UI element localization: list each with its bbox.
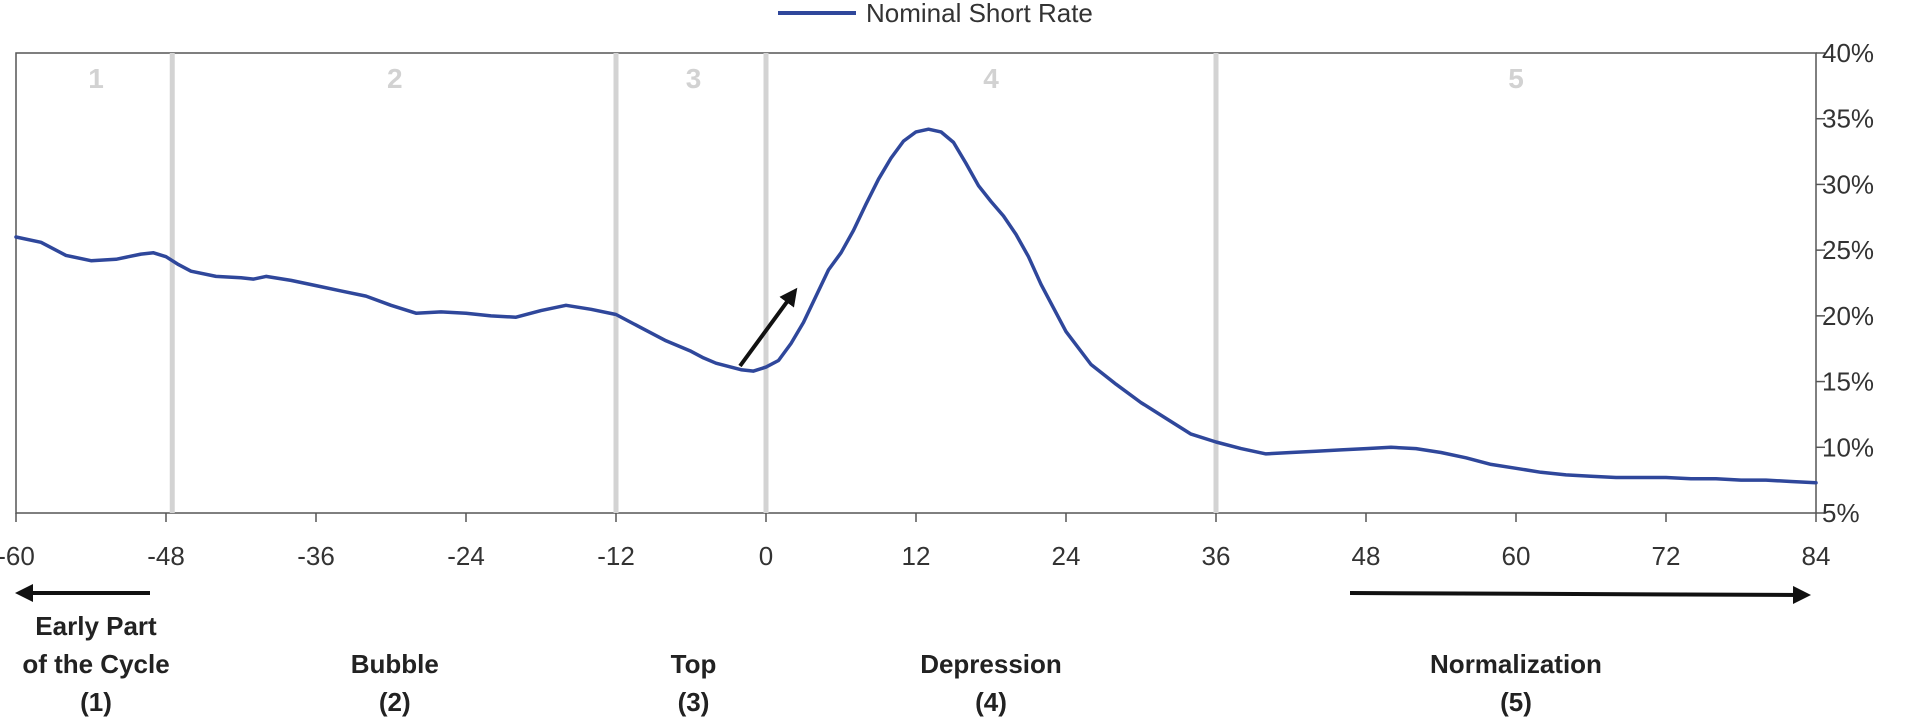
phase-caption-2: (2)	[379, 687, 411, 717]
x-axis: -60 -48 -36 -24 -12 0 12 24 36 48 60 72 84	[0, 513, 1830, 571]
x-tick-label: 0	[759, 541, 773, 571]
x-tick-label: -60	[0, 541, 35, 571]
phase-number-4: 4	[983, 63, 999, 94]
x-tick-label: 36	[1202, 541, 1231, 571]
phase-caption-5: Normalization	[1430, 649, 1602, 679]
y-tick-label: 10%	[1822, 432, 1874, 462]
x-tick-label: 84	[1802, 541, 1831, 571]
x-tick-label: -48	[147, 541, 185, 571]
y-tick-label: 5%	[1822, 498, 1860, 528]
phase-caption-1: (1)	[80, 687, 112, 717]
phase-caption-2: Bubble	[351, 649, 439, 679]
x-tick-label: -24	[447, 541, 485, 571]
right-arrow	[1349, 585, 1811, 604]
y-tick-label: 25%	[1822, 235, 1874, 265]
phase-caption-5: (5)	[1500, 687, 1532, 717]
x-tick-label: 60	[1502, 541, 1531, 571]
phase-dividers	[169, 53, 1219, 513]
phase-numbers: 1 2 3 4 5	[88, 63, 1524, 94]
phase-caption-3: (3)	[678, 687, 710, 717]
rising-rates-arrow	[738, 287, 798, 368]
x-tick-label: -36	[297, 541, 335, 571]
y-tick-label: 15%	[1822, 367, 1874, 397]
phase-number-3: 3	[686, 63, 702, 94]
y-tick-label: 35%	[1822, 104, 1874, 134]
legend: Nominal Short Rate	[778, 0, 1093, 28]
phase-caption-3: Top	[671, 649, 717, 679]
x-tick-label: 72	[1652, 541, 1681, 571]
y-tick-label: 40%	[1822, 38, 1874, 68]
phase-number-2: 2	[387, 63, 403, 94]
x-tick-label: 12	[902, 541, 931, 571]
phase-number-5: 5	[1508, 63, 1524, 94]
series-line-nominal-short-rate	[14, 127, 1818, 485]
phase-caption-1: of the Cycle	[22, 649, 169, 679]
x-tick-label: -12	[597, 541, 635, 571]
plot-frame	[15, 52, 1817, 514]
phase-number-1: 1	[88, 63, 104, 94]
y-tick-label: 30%	[1822, 169, 1874, 199]
phase-caption-4: (4)	[975, 687, 1007, 717]
phase-captions: Early Part of the Cycle (1) Bubble (2) Top (3)…	[22, 611, 1602, 717]
phase-caption-1: Early Part	[35, 611, 157, 641]
legend-label: Nominal Short Rate	[866, 0, 1093, 28]
phase-caption-4: Depression	[920, 649, 1062, 679]
y-tick-label: 20%	[1822, 301, 1874, 331]
y-axis: 5% 10% 15% 20% 25% 30% 35% 40%	[1816, 38, 1874, 528]
series-layer	[14, 127, 1818, 485]
x-tick-label: 48	[1352, 541, 1381, 571]
x-tick-label: 24	[1052, 541, 1081, 571]
